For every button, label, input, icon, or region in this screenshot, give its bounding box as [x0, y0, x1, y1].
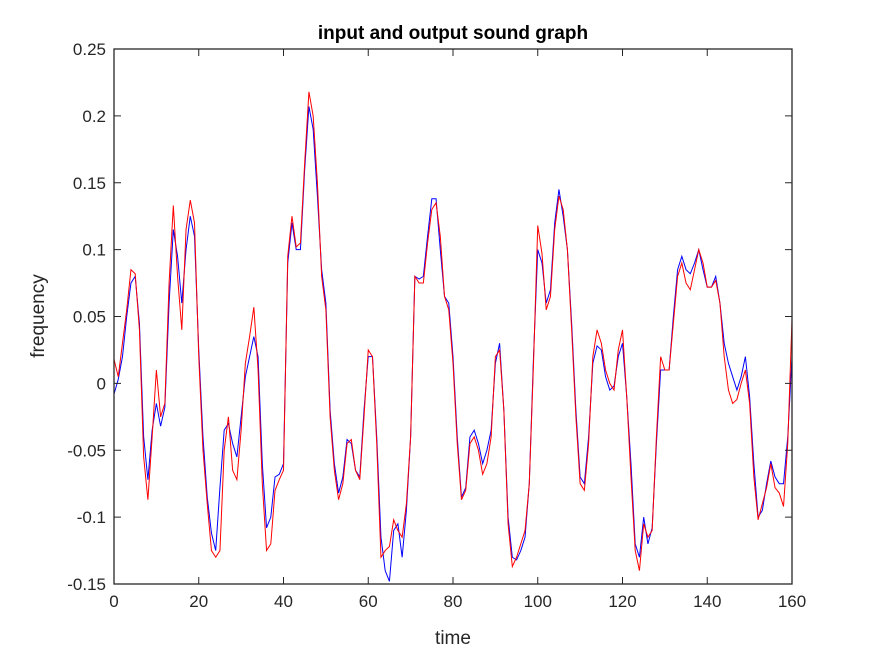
y-tick-label: -0.05 [67, 441, 106, 460]
y-axis-label: frequency [28, 274, 49, 358]
x-tick-label: 0 [109, 592, 118, 611]
y-tick-label: 0.05 [73, 308, 106, 327]
x-tick-label: 60 [359, 592, 378, 611]
x-tick-label: 100 [524, 592, 552, 611]
series-layer [113, 91, 793, 582]
y-tick-label: 0 [97, 374, 106, 393]
plot-area [114, 49, 792, 584]
y-tick-label: 0.25 [73, 40, 106, 59]
series-output-line [113, 91, 793, 571]
x-axis-label: time [435, 628, 471, 649]
y-tick-label: -0.1 [77, 508, 106, 527]
chart-title: input and output sound graph [318, 23, 588, 44]
x-tick-label: 20 [189, 592, 208, 611]
x-tick-label: 80 [444, 592, 463, 611]
y-tick-label: 0.2 [82, 107, 106, 126]
ticks: 0 20 40 60 80 100 120 140 160 -0.15 -0.1 -0.05 0 0.05… [67, 40, 806, 611]
y-tick-label: 0.1 [82, 241, 106, 260]
x-tick-label: 120 [608, 592, 636, 611]
y-tick-label: -0.15 [67, 575, 106, 594]
x-tick-label: 40 [274, 592, 293, 611]
x-tick-label: 160 [778, 592, 806, 611]
x-tick-label: 140 [693, 592, 721, 611]
y-tick-label: 0.15 [73, 174, 106, 193]
